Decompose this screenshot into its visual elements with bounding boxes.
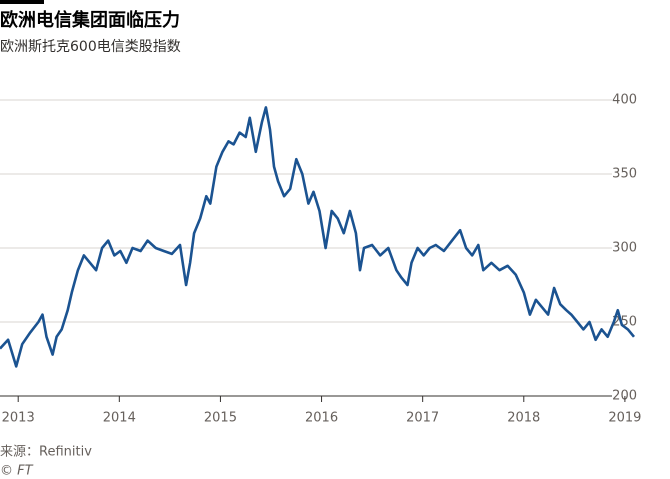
x-tick-label: 2014 — [103, 411, 136, 426]
x-tick-label: 2018 — [507, 411, 540, 426]
title-bar — [0, 0, 44, 4]
x-tick-label: 2013 — [2, 411, 35, 426]
y-tick-label: 300 — [612, 241, 637, 256]
y-tick-label: 350 — [612, 167, 637, 182]
line — [0, 106, 636, 368]
y-tick-label: 250 — [612, 315, 637, 330]
x-tick-label: 2019 — [608, 411, 641, 426]
x-tick-label: 2015 — [204, 411, 237, 426]
x-tick-label: 2016 — [305, 411, 338, 426]
y-tick-label: 400 — [612, 93, 637, 108]
x-tick-label: 2017 — [406, 411, 439, 426]
credit: © FT — [0, 464, 34, 479]
source: 来源：Refinitiv — [0, 445, 92, 460]
chart-subtitle: 欧洲斯托克600电信类股指数 — [0, 39, 181, 55]
chart-title: 欧洲电信集团面临压力 — [0, 9, 180, 31]
